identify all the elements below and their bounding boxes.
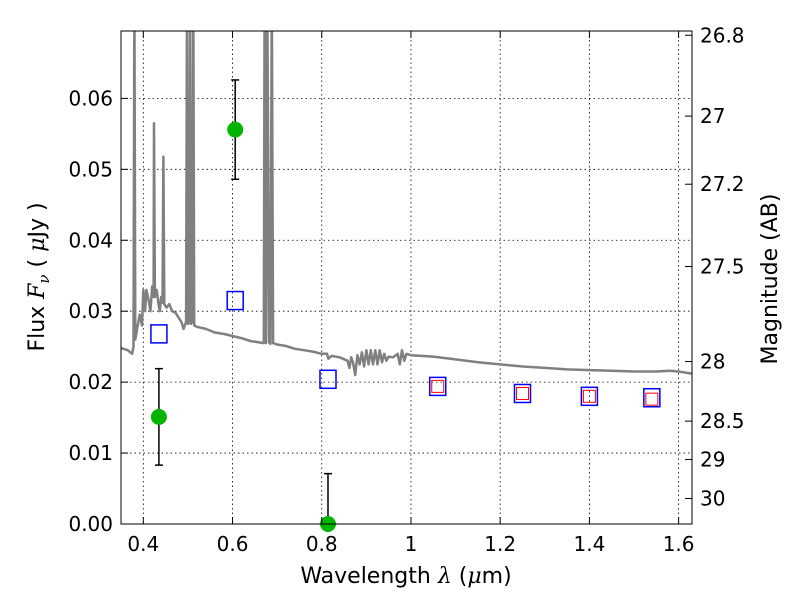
y-tick-label: 0.05 xyxy=(68,157,113,181)
model-small-square-marker xyxy=(582,389,596,403)
x-label-mu: μ xyxy=(467,564,481,589)
model-small-square-marker xyxy=(431,379,445,393)
magnitude-axis-ticks: 26.8 27 27.2 27.5 28 28.5 29 30 xyxy=(685,23,745,510)
y-tick-label: 0.06 xyxy=(68,86,113,110)
magnitude-tick-label: 29 xyxy=(700,447,725,471)
y-label-prefix: Flux xyxy=(25,299,50,352)
observed-point xyxy=(227,121,244,138)
observed-point xyxy=(150,408,167,425)
y-label-mu: μ xyxy=(25,238,50,252)
x-label-unit: m) xyxy=(482,564,512,589)
x-tick-label: 1.6 xyxy=(663,532,695,556)
y-tick-label: 0.04 xyxy=(68,228,113,252)
magnitude-tick-label: 26.8 xyxy=(700,23,745,47)
y-label-var: F xyxy=(25,283,50,300)
model-square-marker xyxy=(428,376,447,397)
model-square-marker xyxy=(513,383,532,404)
x-label-open: ( xyxy=(452,564,468,589)
model-square-marker xyxy=(643,387,661,408)
data-markers xyxy=(150,79,661,532)
y-tick-label: 0.00 xyxy=(68,512,113,536)
right-axis-label: Magnitude (AB) xyxy=(758,194,783,365)
y-tick-label: 0.02 xyxy=(68,370,113,394)
x-axis-ticks: 0.4 0.6 0.8 1 1.2 1.4 1.6 xyxy=(127,31,695,556)
model-small-square-marker xyxy=(515,386,529,400)
y-label-sub: ν xyxy=(35,274,53,283)
x-axis-label: Wavelength λ (μm) xyxy=(300,564,511,589)
magnitude-tick-label: 27 xyxy=(700,104,725,128)
x-tick-label: 0.8 xyxy=(306,532,338,556)
magnitude-tick-label: 28 xyxy=(700,350,725,374)
x-tick-label: 1 xyxy=(405,532,418,556)
model-square-marker xyxy=(580,386,599,407)
y-axis-ticks: 0.00 0.01 0.02 0.03 0.04 0.05 0.06 xyxy=(68,86,128,536)
y-axis-label: Flux Fν ( μJy ) xyxy=(25,202,53,351)
model-square-marker xyxy=(150,324,168,344)
magnitude-tick-label: 30 xyxy=(700,486,725,510)
magnitude-tick-label: 27.2 xyxy=(700,172,745,196)
template-spectrum xyxy=(121,31,692,377)
x-tick-label: 0.4 xyxy=(127,532,159,556)
x-label-var: λ xyxy=(437,564,452,589)
x-tick-label: 1.2 xyxy=(484,532,516,556)
y-tick-label: 0.03 xyxy=(68,299,113,323)
plot-frame xyxy=(120,30,693,525)
model-square-marker xyxy=(319,369,337,390)
model-square-marker xyxy=(226,290,244,311)
grid-lines xyxy=(121,31,692,525)
model-small-square-marker xyxy=(645,392,659,406)
template-spectrum-line xyxy=(121,31,692,377)
y-label-unit: Jy ) xyxy=(25,202,50,239)
x-label-prefix: Wavelength xyxy=(300,564,438,589)
x-tick-label: 0.6 xyxy=(217,532,249,556)
y-label-mid: ( xyxy=(25,252,50,275)
y-tick-label: 0.01 xyxy=(68,441,113,465)
magnitude-tick-label: 27.5 xyxy=(700,255,745,279)
x-tick-label: 1.4 xyxy=(573,532,605,556)
magnitude-tick-label: 28.5 xyxy=(700,409,745,433)
